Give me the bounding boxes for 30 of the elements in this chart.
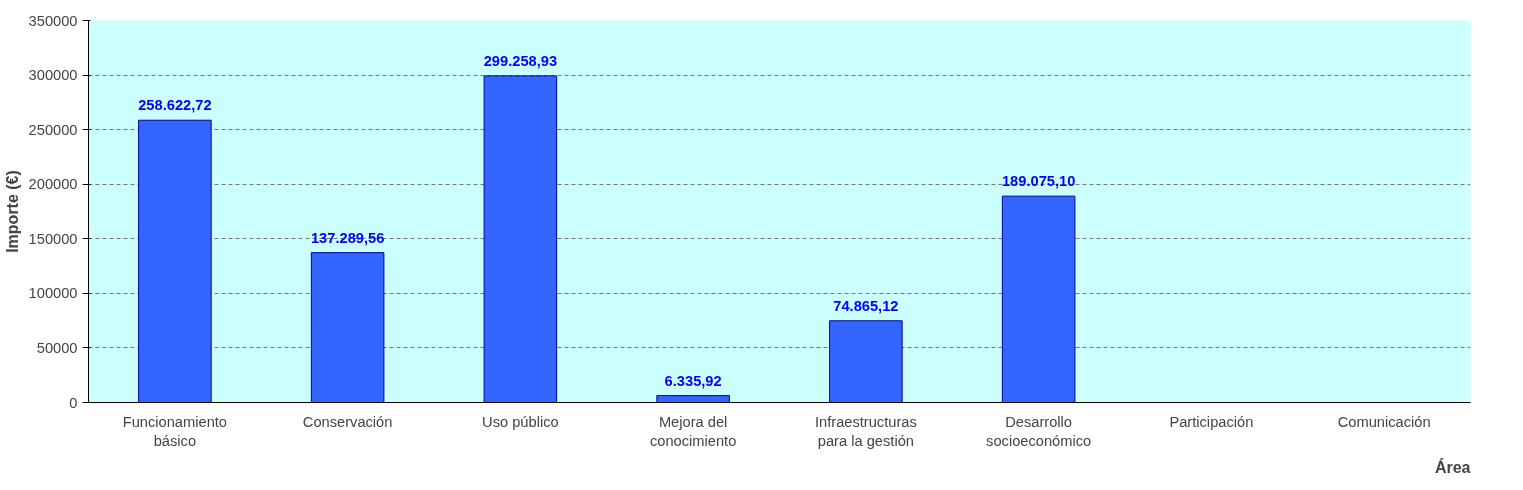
x-tick-label: Desarrollo socioeconómico — [986, 413, 1092, 449]
bar — [1001, 195, 1076, 403]
x-tick-label: Infraestructuras para la gestión — [814, 413, 917, 449]
y-tick-label: 50000 — [36, 339, 78, 356]
data-label: 137.289,56 — [310, 229, 385, 246]
x-tick-label: Conservación — [302, 413, 393, 430]
bar — [829, 320, 903, 403]
bar — [656, 395, 730, 403]
y-tick-label: 150000 — [28, 230, 78, 247]
x-tick-label: Comunicación — [1337, 413, 1431, 430]
y-tick-label: 250000 — [28, 121, 78, 138]
data-label: 299.258,93 — [483, 52, 558, 69]
data-label: 189.075,10 — [1001, 173, 1076, 190]
bar — [138, 119, 212, 403]
x-tick-label: Mejora del conocimiento — [649, 413, 737, 449]
y-tick-label: 0 — [69, 394, 78, 411]
x-tick-label: Participación — [1169, 413, 1254, 430]
bar — [483, 75, 558, 403]
y-tick-label: 100000 — [28, 285, 78, 302]
y-tick-label: 300000 — [28, 67, 78, 84]
data-label: 258.622,72 — [138, 97, 212, 114]
bar — [310, 252, 385, 403]
x-axis-title: Área — [1434, 457, 1471, 476]
y-tick-label: 350000 — [28, 12, 78, 29]
data-label: 74.865,12 — [833, 297, 899, 314]
x-tick-label: Funcionamiento básico — [122, 413, 228, 449]
x-tick-label: Uso público — [482, 413, 559, 430]
y-tick-label: 200000 — [28, 176, 78, 193]
y-axis-title: Importe (€) — [3, 170, 21, 253]
data-label: 6.335,92 — [664, 372, 722, 389]
